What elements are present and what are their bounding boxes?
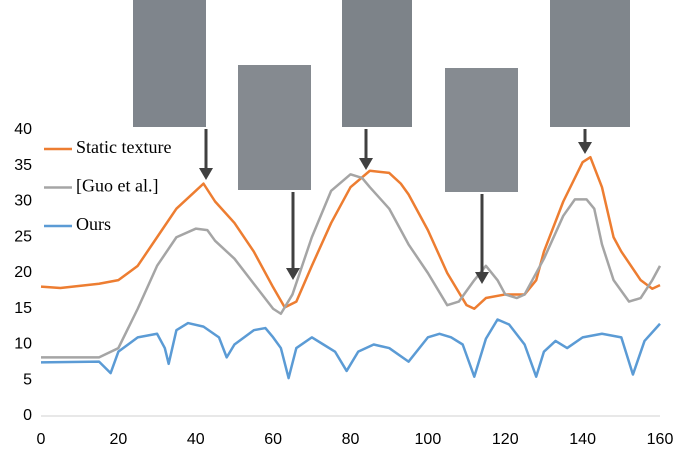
y-tick-label: 30 — [14, 193, 32, 210]
y-tick-label: 0 — [23, 407, 32, 424]
legend: Static texture [Guo et al.] Ours — [44, 137, 171, 234]
y-tick-label: 25 — [14, 228, 32, 245]
arrow-head — [199, 168, 213, 180]
arrow-head — [578, 142, 592, 154]
series-line — [41, 319, 660, 378]
chart: 0 5 10 15 20 25 30 35 40 0 20 40 60 80 100 120 140 160 Sta… — [0, 0, 691, 458]
arrow-head — [359, 158, 373, 170]
y-tick-label: 40 — [14, 121, 32, 138]
plot: 0 5 10 15 20 25 30 35 40 0 20 40 60 80 100 120 140 160 Sta… — [14, 121, 673, 448]
x-tick-label: 80 — [342, 431, 360, 448]
x-tick-label: 120 — [492, 431, 519, 448]
x-tick-label: 100 — [415, 431, 442, 448]
x-tick-label: 40 — [187, 431, 205, 448]
x-tick-label: 0 — [37, 431, 46, 448]
x-tick-label: 20 — [109, 431, 127, 448]
photo — [342, 0, 412, 127]
x-tick-label: 140 — [569, 431, 596, 448]
x-tick-label: 60 — [264, 431, 282, 448]
series-line — [41, 174, 660, 357]
photo — [445, 68, 518, 192]
legend-label: Ours — [76, 214, 111, 234]
y-tick-label: 35 — [14, 157, 32, 174]
y-tick-label: 5 — [23, 371, 32, 388]
photos — [133, 0, 630, 192]
photo — [238, 65, 311, 190]
photo — [133, 0, 206, 127]
page: {"chart_data": {"type": "line", "xlim": … — [0, 0, 691, 458]
y-tick-label: 20 — [14, 264, 32, 281]
legend-label: Static texture — [76, 137, 171, 157]
photo — [550, 0, 630, 127]
y-tick-label: 10 — [14, 336, 32, 353]
y-tick-label: 15 — [14, 300, 32, 317]
legend-label: [Guo et al.] — [76, 176, 158, 196]
x-tick-label: 160 — [647, 431, 674, 448]
